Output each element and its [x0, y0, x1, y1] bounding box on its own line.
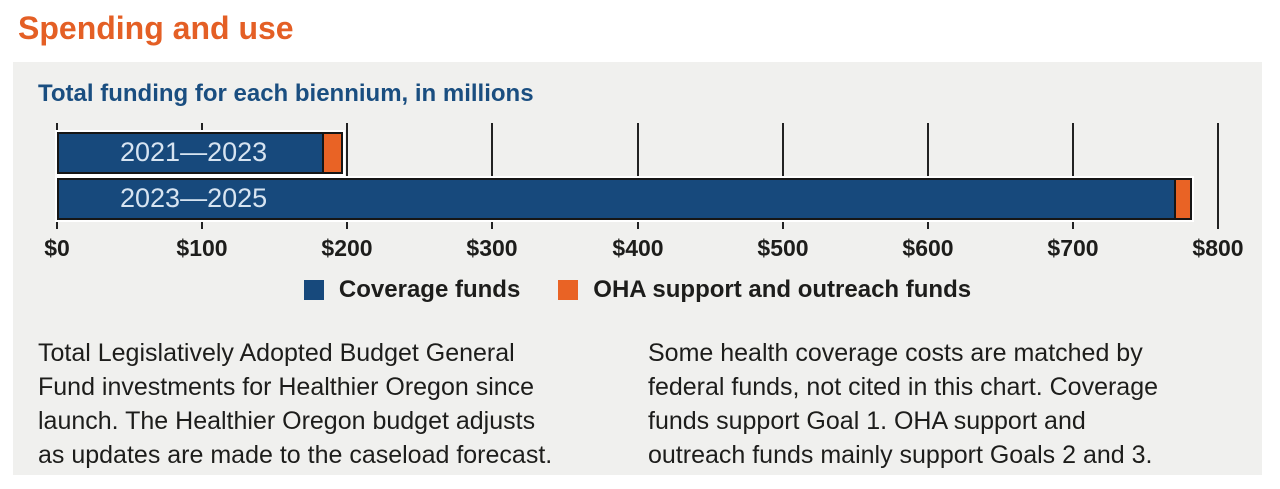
bar-label-biennium: 2023—2025 — [120, 182, 268, 213]
gridline-$700 — [1072, 123, 1074, 229]
x-tick-label-$100: $100 — [176, 235, 228, 261]
x-tick-label-$300: $300 — [466, 235, 518, 261]
gridline-$300 — [491, 123, 493, 229]
bar-segment-oha-support — [1174, 180, 1190, 218]
legend-swatch-icon — [303, 280, 324, 300]
x-tick-label-$800: $800 — [1192, 235, 1244, 261]
footnote-right: Some health coverage costs are matched b… — [648, 339, 1159, 469]
legend-label: OHA support and outreach funds — [593, 276, 972, 303]
gridline-$400 — [637, 123, 639, 229]
chart-title: Total funding for each biennium, in mill… — [38, 80, 534, 107]
x-tick-label-$400: $400 — [612, 235, 664, 261]
bar-label-biennium: 2021—2023 — [120, 136, 268, 167]
bar-segment-oha-support — [322, 134, 341, 172]
footnote-left: Total Legislatively Adopted Budget Gener… — [38, 339, 553, 469]
gridline-$500 — [782, 123, 784, 229]
bar-chart-plot-area: 2021—2023 2023—2025 — [56, 123, 1219, 229]
x-tick-label-$600: $600 — [902, 235, 954, 261]
x-tick-label-$700: $700 — [1047, 235, 1099, 261]
gridline-$800 — [1217, 123, 1219, 229]
legend-label: Coverage funds — [338, 276, 521, 303]
legend-item: Coverage funds — [303, 276, 521, 304]
legend-swatch-icon — [558, 280, 579, 300]
gridline-$100 — [201, 123, 203, 229]
x-tick-label-$500: $500 — [757, 235, 809, 261]
footnotes: Total Legislatively Adopted Budget Gener… — [13, 328, 1262, 475]
bar-2021-2023: 2021—2023 — [57, 132, 343, 174]
gridline-$200 — [346, 123, 348, 229]
bar-2023-2025: 2023—2025 — [57, 178, 1192, 220]
x-axis: $0 $100 $200 $300 $400 $500 $600 $700 $800 — [13, 235, 1262, 263]
x-tick-label-$0: $0 — [44, 235, 70, 261]
page-title: Spending and use — [18, 10, 294, 46]
gridline-$0 — [56, 123, 58, 229]
chart-legend: Coverage funds OHA support and outreach f… — [13, 276, 1262, 304]
chart-panel: Total funding for each biennium, in mill… — [13, 62, 1262, 475]
gridline-$600 — [927, 123, 929, 229]
x-tick-label-$200: $200 — [321, 235, 373, 261]
legend-item: OHA support and outreach funds — [558, 276, 971, 304]
